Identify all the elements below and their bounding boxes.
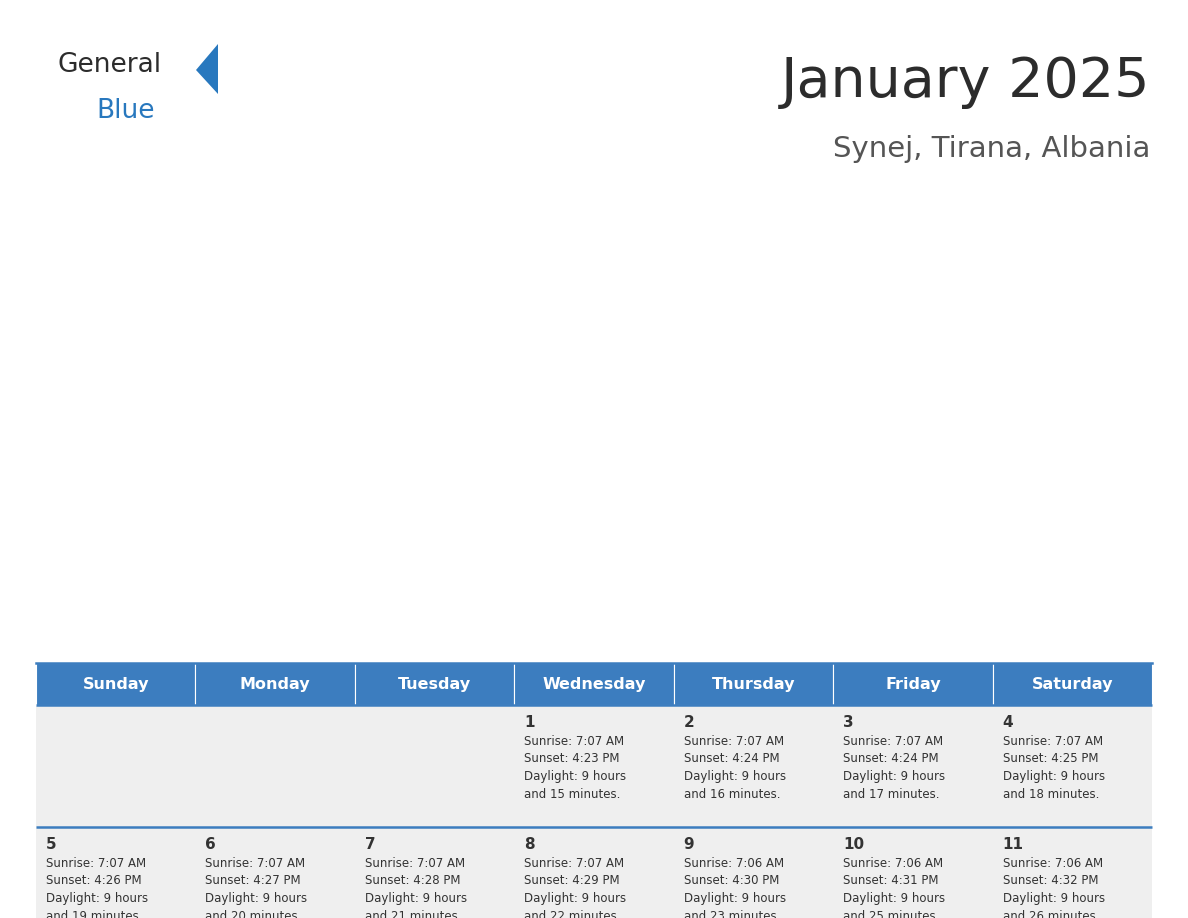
Text: January 2025: January 2025 <box>781 55 1150 109</box>
Text: Sunset: 4:27 PM: Sunset: 4:27 PM <box>206 875 301 888</box>
Text: Sunset: 4:24 PM: Sunset: 4:24 PM <box>684 753 779 766</box>
Text: Daylight: 9 hours: Daylight: 9 hours <box>365 892 467 905</box>
Bar <box>992 827 1152 918</box>
Text: Daylight: 9 hours: Daylight: 9 hours <box>206 892 308 905</box>
Text: Saturday: Saturday <box>1031 677 1113 691</box>
Text: 4: 4 <box>1003 715 1013 730</box>
Text: 10: 10 <box>843 837 864 852</box>
Text: Sunset: 4:32 PM: Sunset: 4:32 PM <box>1003 875 1098 888</box>
Text: Sunset: 4:23 PM: Sunset: 4:23 PM <box>524 753 620 766</box>
Bar <box>196 705 355 827</box>
Bar <box>355 705 514 827</box>
Text: Sunset: 4:28 PM: Sunset: 4:28 PM <box>365 875 461 888</box>
Text: 3: 3 <box>843 715 854 730</box>
Text: Monday: Monday <box>240 677 310 691</box>
Bar <box>674 827 833 918</box>
Text: Sunrise: 7:07 AM: Sunrise: 7:07 AM <box>524 857 625 870</box>
Text: and 21 minutes.: and 21 minutes. <box>365 910 461 918</box>
Text: Daylight: 9 hours: Daylight: 9 hours <box>684 892 785 905</box>
Bar <box>355 663 514 705</box>
Text: Daylight: 9 hours: Daylight: 9 hours <box>524 892 626 905</box>
Bar <box>514 663 674 705</box>
Text: Sunset: 4:26 PM: Sunset: 4:26 PM <box>46 875 141 888</box>
Bar <box>833 827 992 918</box>
Text: 2: 2 <box>684 715 695 730</box>
Text: Sunday: Sunday <box>82 677 148 691</box>
Text: Wednesday: Wednesday <box>542 677 646 691</box>
Text: Sunrise: 7:07 AM: Sunrise: 7:07 AM <box>46 857 146 870</box>
Polygon shape <box>196 44 219 94</box>
Text: Synej, Tirana, Albania: Synej, Tirana, Albania <box>833 135 1150 163</box>
Text: Daylight: 9 hours: Daylight: 9 hours <box>1003 892 1105 905</box>
Text: Sunrise: 7:07 AM: Sunrise: 7:07 AM <box>206 857 305 870</box>
Text: Sunrise: 7:06 AM: Sunrise: 7:06 AM <box>843 857 943 870</box>
Bar <box>36 827 196 918</box>
Text: Sunrise: 7:07 AM: Sunrise: 7:07 AM <box>684 735 784 748</box>
Text: 5: 5 <box>46 837 57 852</box>
Bar <box>514 705 674 827</box>
Bar <box>196 827 355 918</box>
Text: Daylight: 9 hours: Daylight: 9 hours <box>684 770 785 783</box>
Text: Friday: Friday <box>885 677 941 691</box>
Bar <box>674 663 833 705</box>
Text: 7: 7 <box>365 837 375 852</box>
Text: 9: 9 <box>684 837 694 852</box>
Text: General: General <box>58 52 162 78</box>
Text: 6: 6 <box>206 837 216 852</box>
Text: 11: 11 <box>1003 837 1024 852</box>
Text: Daylight: 9 hours: Daylight: 9 hours <box>1003 770 1105 783</box>
Text: Sunrise: 7:06 AM: Sunrise: 7:06 AM <box>684 857 784 870</box>
Text: Daylight: 9 hours: Daylight: 9 hours <box>843 770 946 783</box>
Text: and 15 minutes.: and 15 minutes. <box>524 788 620 800</box>
Text: Daylight: 9 hours: Daylight: 9 hours <box>46 892 148 905</box>
Text: and 20 minutes.: and 20 minutes. <box>206 910 302 918</box>
Bar <box>514 827 674 918</box>
Text: Sunrise: 7:07 AM: Sunrise: 7:07 AM <box>1003 735 1102 748</box>
Text: Sunset: 4:31 PM: Sunset: 4:31 PM <box>843 875 939 888</box>
Text: Daylight: 9 hours: Daylight: 9 hours <box>843 892 946 905</box>
Bar <box>196 663 355 705</box>
Text: and 19 minutes.: and 19 minutes. <box>46 910 143 918</box>
Text: and 23 minutes.: and 23 minutes. <box>684 910 781 918</box>
Text: and 16 minutes.: and 16 minutes. <box>684 788 781 800</box>
Text: and 26 minutes.: and 26 minutes. <box>1003 910 1099 918</box>
Text: and 22 minutes.: and 22 minutes. <box>524 910 621 918</box>
Text: 8: 8 <box>524 837 535 852</box>
Text: Tuesday: Tuesday <box>398 677 472 691</box>
Text: and 18 minutes.: and 18 minutes. <box>1003 788 1099 800</box>
Bar <box>36 663 196 705</box>
Text: Sunset: 4:29 PM: Sunset: 4:29 PM <box>524 875 620 888</box>
Text: Sunrise: 7:06 AM: Sunrise: 7:06 AM <box>1003 857 1102 870</box>
Text: Sunrise: 7:07 AM: Sunrise: 7:07 AM <box>843 735 943 748</box>
Bar <box>355 827 514 918</box>
Text: and 25 minutes.: and 25 minutes. <box>843 910 940 918</box>
Bar <box>992 663 1152 705</box>
Text: Sunset: 4:25 PM: Sunset: 4:25 PM <box>1003 753 1098 766</box>
Text: Sunset: 4:24 PM: Sunset: 4:24 PM <box>843 753 939 766</box>
Text: Daylight: 9 hours: Daylight: 9 hours <box>524 770 626 783</box>
Bar <box>36 705 196 827</box>
Bar <box>674 705 833 827</box>
Bar <box>833 705 992 827</box>
Text: Blue: Blue <box>96 98 154 124</box>
Text: 1: 1 <box>524 715 535 730</box>
Text: Sunset: 4:30 PM: Sunset: 4:30 PM <box>684 875 779 888</box>
Text: Sunrise: 7:07 AM: Sunrise: 7:07 AM <box>365 857 465 870</box>
Text: Thursday: Thursday <box>712 677 795 691</box>
Bar <box>992 705 1152 827</box>
Text: and 17 minutes.: and 17 minutes. <box>843 788 940 800</box>
Text: Sunrise: 7:07 AM: Sunrise: 7:07 AM <box>524 735 625 748</box>
Bar <box>833 663 992 705</box>
